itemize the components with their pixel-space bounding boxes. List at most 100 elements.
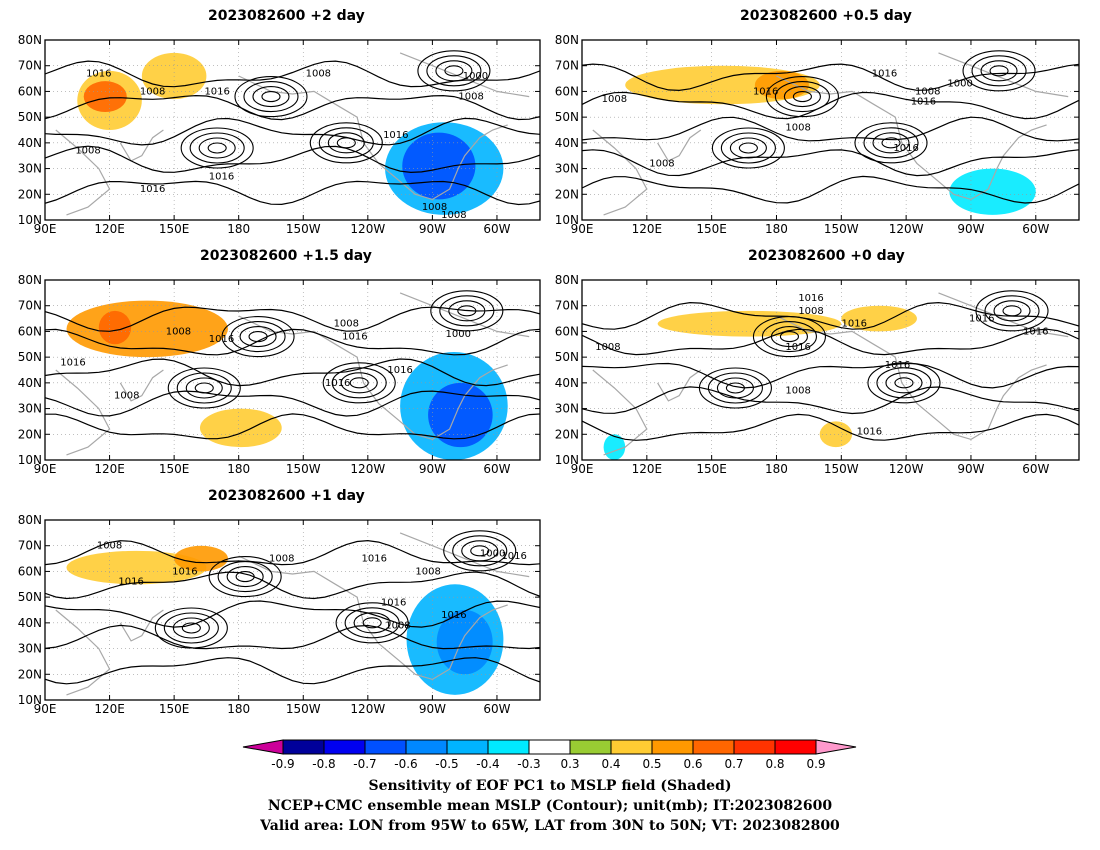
contour-label: 1016: [86, 68, 111, 79]
x-tick-label: 120W: [350, 702, 385, 716]
y-tick-label: 60N: [18, 324, 42, 338]
y-tick-label: 80N: [18, 513, 42, 527]
contour-label: 1016: [785, 342, 810, 353]
contour-label: 1008: [798, 306, 823, 317]
y-tick-label: 60N: [18, 564, 42, 578]
map-panel-0: 1016 1008 1016 1008 1000 1008 1016 1008 1016 1016…: [18, 33, 541, 236]
y-tick-label: 70N: [555, 299, 579, 313]
y-tick-label: 70N: [18, 299, 42, 313]
y-tick-label: 20N: [555, 187, 579, 201]
x-tick-label: 90W: [419, 702, 446, 716]
colorbar-swatch: [733, 739, 776, 755]
y-tick-label: 80N: [555, 33, 579, 47]
colorbar-label: -0.6: [394, 757, 417, 771]
contour-label: 1008: [114, 391, 139, 402]
x-tick-label: 90W: [957, 462, 984, 476]
contour-label: 1016: [362, 554, 387, 565]
panel-title-plus1: 2023082600 +1 day: [208, 488, 365, 504]
contour-label: 1016: [1023, 326, 1048, 337]
y-tick-label: 40N: [18, 136, 42, 150]
contour-label: 1008: [785, 386, 810, 397]
contour-label: 1016: [885, 360, 910, 371]
colorbar-swatch: [692, 739, 735, 755]
colorbar-swatch: [651, 739, 694, 755]
contour-label: 1016: [209, 334, 234, 345]
contour-label: 1000: [947, 79, 972, 90]
contour-label: 1008: [441, 210, 466, 221]
x-tick-label: 150W: [824, 222, 859, 236]
y-tick-label: 30N: [18, 642, 42, 656]
contour-label: 1008: [595, 342, 620, 353]
map-panel-3: 1016 1008 1016 1016 1016 1008 1016 1016 1008 1016…: [555, 273, 1080, 476]
colorbar-label: -0.4: [476, 757, 499, 771]
contour-label: 1016: [893, 143, 918, 154]
y-tick-label: 10N: [18, 453, 42, 467]
contour-label: 1000: [445, 329, 470, 340]
x-tick-label: 150W: [824, 462, 859, 476]
contour-label: 1016: [204, 86, 229, 97]
colorbar-low-arrow: [242, 739, 284, 755]
y-tick-label: 70N: [555, 59, 579, 73]
y-tick-label: 10N: [555, 213, 579, 227]
x-tick-label: 90W: [957, 222, 984, 236]
contour-label: 1008: [75, 146, 100, 157]
x-tick-label: 180: [765, 462, 788, 476]
contour-label: 1008: [602, 94, 627, 105]
contour-label: 1008: [306, 68, 331, 79]
contour-label: 1016: [387, 365, 412, 376]
colorbar-label: 0.4: [601, 757, 620, 771]
x-tick-label: 90W: [419, 462, 446, 476]
colorbar-label: 0.5: [642, 757, 661, 771]
y-tick-label: 60N: [18, 84, 42, 98]
y-tick-label: 40N: [555, 376, 579, 390]
contour-label: 1016: [60, 357, 85, 368]
map-panels: 1016 1008 1016 1008 1000 1008 1016 1008 1016 1016…: [18, 33, 1080, 716]
x-tick-label: 60W: [483, 702, 510, 716]
colorbar-label: 0.7: [724, 757, 743, 771]
x-tick-label: 150W: [286, 462, 321, 476]
y-tick-label: 30N: [18, 162, 42, 176]
x-tick-label: 180: [227, 702, 250, 716]
shading-region: [98, 310, 132, 345]
colorbar-swatch: [323, 739, 366, 755]
shading-region: [428, 382, 493, 448]
y-tick-label: 70N: [18, 59, 42, 73]
y-tick-label: 40N: [18, 616, 42, 630]
y-tick-label: 70N: [18, 539, 42, 553]
contour-label: 1016: [842, 319, 867, 330]
contour-label: 1016: [798, 293, 823, 304]
y-tick-label: 30N: [18, 402, 42, 416]
caption-line-2: NCEP+CMC ensemble mean MSLP (Contour); u…: [267, 798, 833, 814]
x-tick-label: 150E: [159, 702, 190, 716]
shading-region: [841, 305, 917, 332]
contour-label: 1008: [269, 554, 294, 565]
y-tick-label: 40N: [18, 376, 42, 390]
contour-label: 1016: [501, 551, 526, 562]
colorbar-swatch: [282, 739, 325, 755]
colorbar-label: 0.9: [806, 757, 825, 771]
x-tick-label: 180: [765, 222, 788, 236]
shading-region: [754, 70, 809, 100]
shading-region: [66, 550, 207, 585]
colorbar-label: 0.8: [765, 757, 784, 771]
y-tick-label: 10N: [18, 213, 42, 227]
x-tick-label: 90E: [34, 702, 57, 716]
colorbar-label: 0.6: [683, 757, 702, 771]
contour-label: 1008: [422, 202, 447, 213]
x-tick-label: 180: [227, 462, 250, 476]
contour-label: 1016: [118, 577, 143, 588]
x-tick-label: 60W: [1022, 462, 1049, 476]
contour-label: 1016: [140, 184, 165, 195]
colorbar-label: -0.5: [435, 757, 458, 771]
contour-label: 1008: [97, 541, 122, 552]
colorbar-label: -0.3: [517, 757, 540, 771]
y-tick-label: 50N: [555, 350, 579, 364]
colorbar-label: -0.9: [271, 757, 294, 771]
x-tick-label: 150E: [696, 462, 727, 476]
contour-label: 1008: [334, 319, 359, 330]
colorbar-swatch: [569, 739, 612, 755]
y-tick-label: 60N: [555, 324, 579, 338]
